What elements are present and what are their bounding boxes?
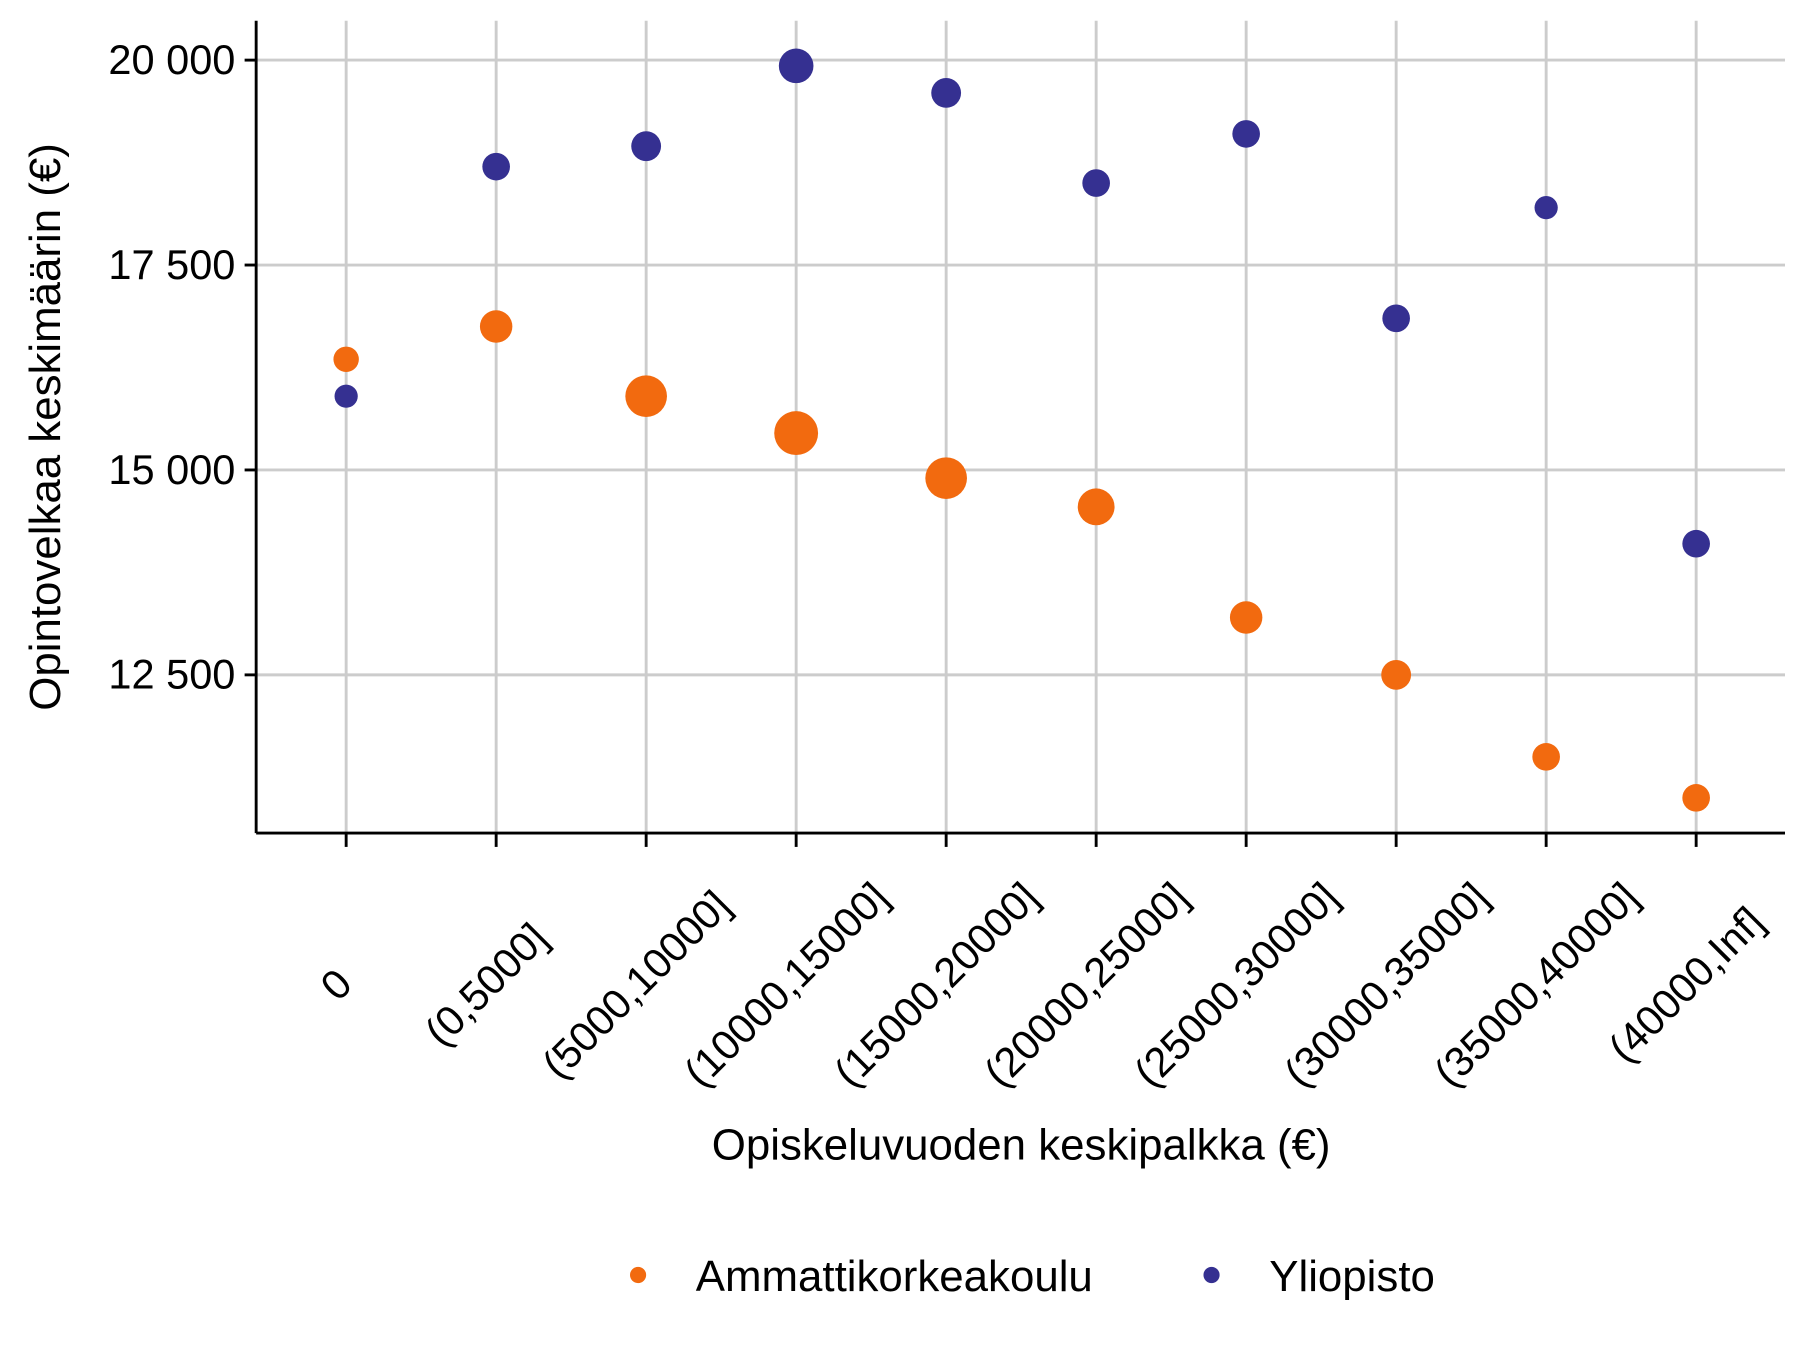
data-point-yliopisto [1382, 304, 1410, 333]
data-point-yliopisto [1534, 196, 1558, 220]
data-point-ammattikorkeakoulu [774, 411, 819, 455]
data-point-yliopisto [482, 152, 510, 181]
y-tick-label: 17 500 [108, 241, 235, 288]
data-point-ammattikorkeakoulu [1077, 488, 1115, 526]
legend: Ammattikorkeakoulu Yliopisto [630, 1252, 1435, 1301]
x-axis-title: Opiskeluvuoden keskipalkka (€) [712, 1121, 1331, 1170]
data-point-ammattikorkeakoulu [333, 346, 359, 373]
data-point-yliopisto [1682, 529, 1710, 558]
data-point-ammattikorkeakoulu [1532, 743, 1560, 771]
legend-key [1203, 1266, 1220, 1284]
legend-key [630, 1266, 647, 1284]
grid [256, 20, 1785, 834]
y-axis-title: Opintovelkaa keskimäärin (€) [21, 143, 70, 711]
data-point-yliopisto [931, 77, 962, 108]
x-tick-label: 0 [311, 960, 361, 1010]
data-point-ammattikorkeakoulu [925, 457, 967, 499]
data-point-ammattikorkeakoulu [479, 310, 513, 343]
y-tick-label: 20 000 [108, 36, 235, 83]
data-point-ammattikorkeakoulu [1229, 601, 1263, 634]
data-point-yliopisto [1232, 120, 1260, 148]
data-point-ammattikorkeakoulu [625, 375, 667, 418]
y-tick-label: 15 000 [108, 446, 235, 493]
y-ticks: 12 500 15 000 17 500 20 000 [108, 36, 257, 698]
data-point-yliopisto [631, 131, 662, 162]
legend-label: Ammattikorkeakoulu [696, 1252, 1093, 1301]
points [333, 48, 1710, 812]
data-point-yliopisto [334, 384, 358, 408]
data-point-ammattikorkeakoulu [1682, 784, 1710, 812]
data-point-yliopisto [778, 48, 814, 84]
y-tick-label: 12 500 [108, 651, 235, 698]
legend-label: Yliopisto [1269, 1252, 1435, 1301]
data-point-ammattikorkeakoulu [1381, 659, 1412, 690]
x-tick-label: (0,5000] [415, 914, 556, 1055]
x-ticks: 0 (0,5000](5000,10000](10000,15000](15000… [311, 833, 1773, 1096]
data-point-yliopisto [1082, 169, 1110, 197]
